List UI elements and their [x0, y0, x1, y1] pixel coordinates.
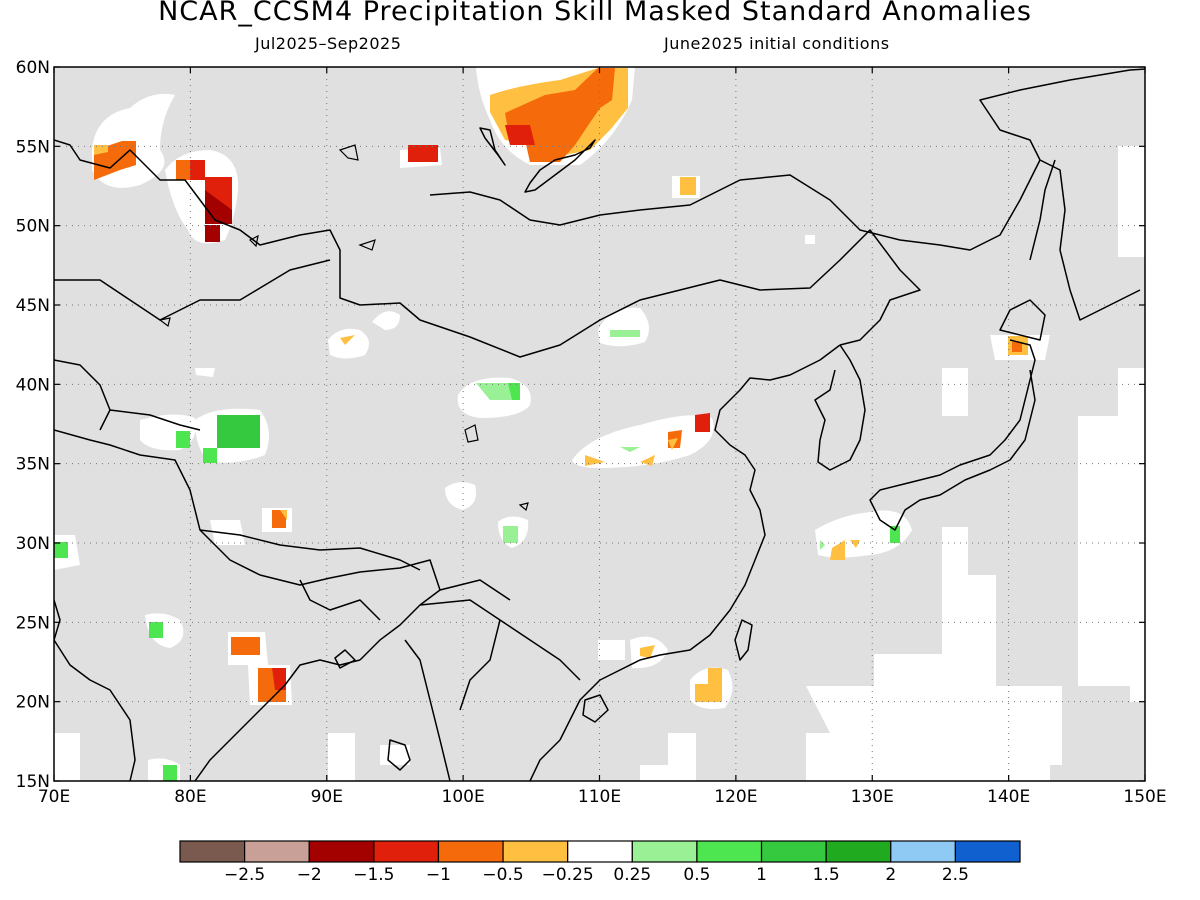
colorbar-swatch [179, 840, 246, 863]
colorbar-label: −0.25 [542, 865, 594, 885]
colorbar-label: −2.5 [224, 865, 265, 885]
colorbar [179, 840, 1021, 863]
lon-tick-label: 140E [987, 787, 1030, 807]
lat-tick-label: 25N [16, 613, 50, 633]
lat-tick-label: 40N [16, 375, 50, 395]
colorbar-swatch [373, 840, 440, 863]
lat-tick-label: 50N [16, 217, 50, 237]
lon-tick-label: 130E [851, 787, 894, 807]
lon-tick-label: 150E [1123, 787, 1166, 807]
colorbar-label: 2 [885, 865, 896, 885]
coastlines [54, 68, 1145, 781]
map-title: NCAR_CCSM4 Precipitation Skill Masked St… [158, 0, 1032, 27]
positive-anomalies [54, 330, 900, 781]
lon-tick-label: 110E [578, 787, 621, 807]
colorbar-swatch [954, 840, 1021, 863]
colorbar-label: −1 [426, 865, 451, 885]
colorbar-label: −0.5 [482, 865, 523, 885]
colorbar-swatch [696, 840, 763, 863]
lat-tick-label: 15N [16, 772, 50, 792]
latitude-labels: 15N 20N 25N 30N 35N 40N 45N 50N 55N 60N [16, 58, 50, 792]
colorbar-label: 1 [756, 865, 767, 885]
lon-tick-label: 80E [174, 787, 206, 807]
negative-anomalies [94, 68, 1028, 702]
colorbar-label: 0.5 [683, 865, 710, 885]
lon-tick-label: 90E [311, 787, 343, 807]
colorbar-swatch [244, 840, 310, 863]
initial-conditions: June2025 initial conditions [664, 34, 890, 53]
lat-tick-label: 45N [16, 296, 50, 316]
colorbar-swatch [502, 840, 569, 863]
colorbar-label: −1.5 [353, 865, 394, 885]
colorbar-swatch [890, 840, 956, 863]
lon-tick-label: 70E [38, 787, 70, 807]
tick-marks [53, 66, 1146, 782]
colorbar-label: −2 [297, 865, 322, 885]
colorbar-swatch [437, 840, 504, 863]
lat-tick-label: 20N [16, 693, 50, 713]
colorbar-swatch [760, 840, 827, 863]
colorbar-label: 1.5 [813, 865, 840, 885]
colorbar-swatch [631, 840, 698, 863]
lat-tick-label: 30N [16, 534, 50, 554]
colorbar-labels: −2.5 −2 −1.5 −1 −0.5 −0.25 0.25 0.5 1 1.5 2 2.5 [224, 865, 969, 885]
lat-tick-label: 35N [16, 455, 50, 475]
colorbar-swatch [308, 840, 375, 863]
lon-tick-label: 100E [442, 787, 485, 807]
lat-tick-label: 60N [16, 58, 50, 78]
colorbar-label: 2.5 [942, 865, 969, 885]
lakes [158, 144, 529, 512]
colorbar-swatch [825, 840, 892, 863]
colorbar-label: 0.25 [613, 865, 651, 885]
forecast-period: Jul2025–Sep2025 [255, 34, 402, 53]
lon-tick-label: 120E [714, 787, 757, 807]
lat-tick-label: 55N [16, 137, 50, 157]
longitude-labels: 70E 80E 90E 100E 110E 120E 130E 140E 150E [38, 787, 1167, 807]
colorbar-swatch [567, 840, 633, 863]
